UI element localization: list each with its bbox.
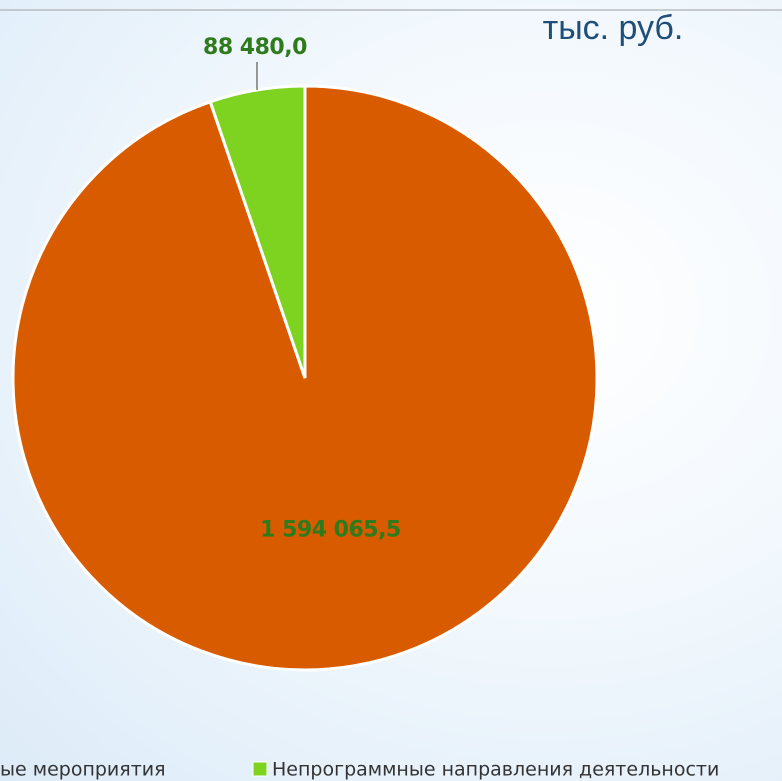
chart-subtitle: тыс. руб. <box>543 9 684 47</box>
data-label: 1 594 065,5 <box>260 518 401 543</box>
legend-label: Непрограммные направления деятельности <box>272 759 719 781</box>
data-label: 88 480,0 <box>203 35 307 60</box>
pie-slice <box>208 84 307 379</box>
legend-swatch <box>252 761 268 777</box>
legend-label: ые мероприятия <box>0 759 166 781</box>
